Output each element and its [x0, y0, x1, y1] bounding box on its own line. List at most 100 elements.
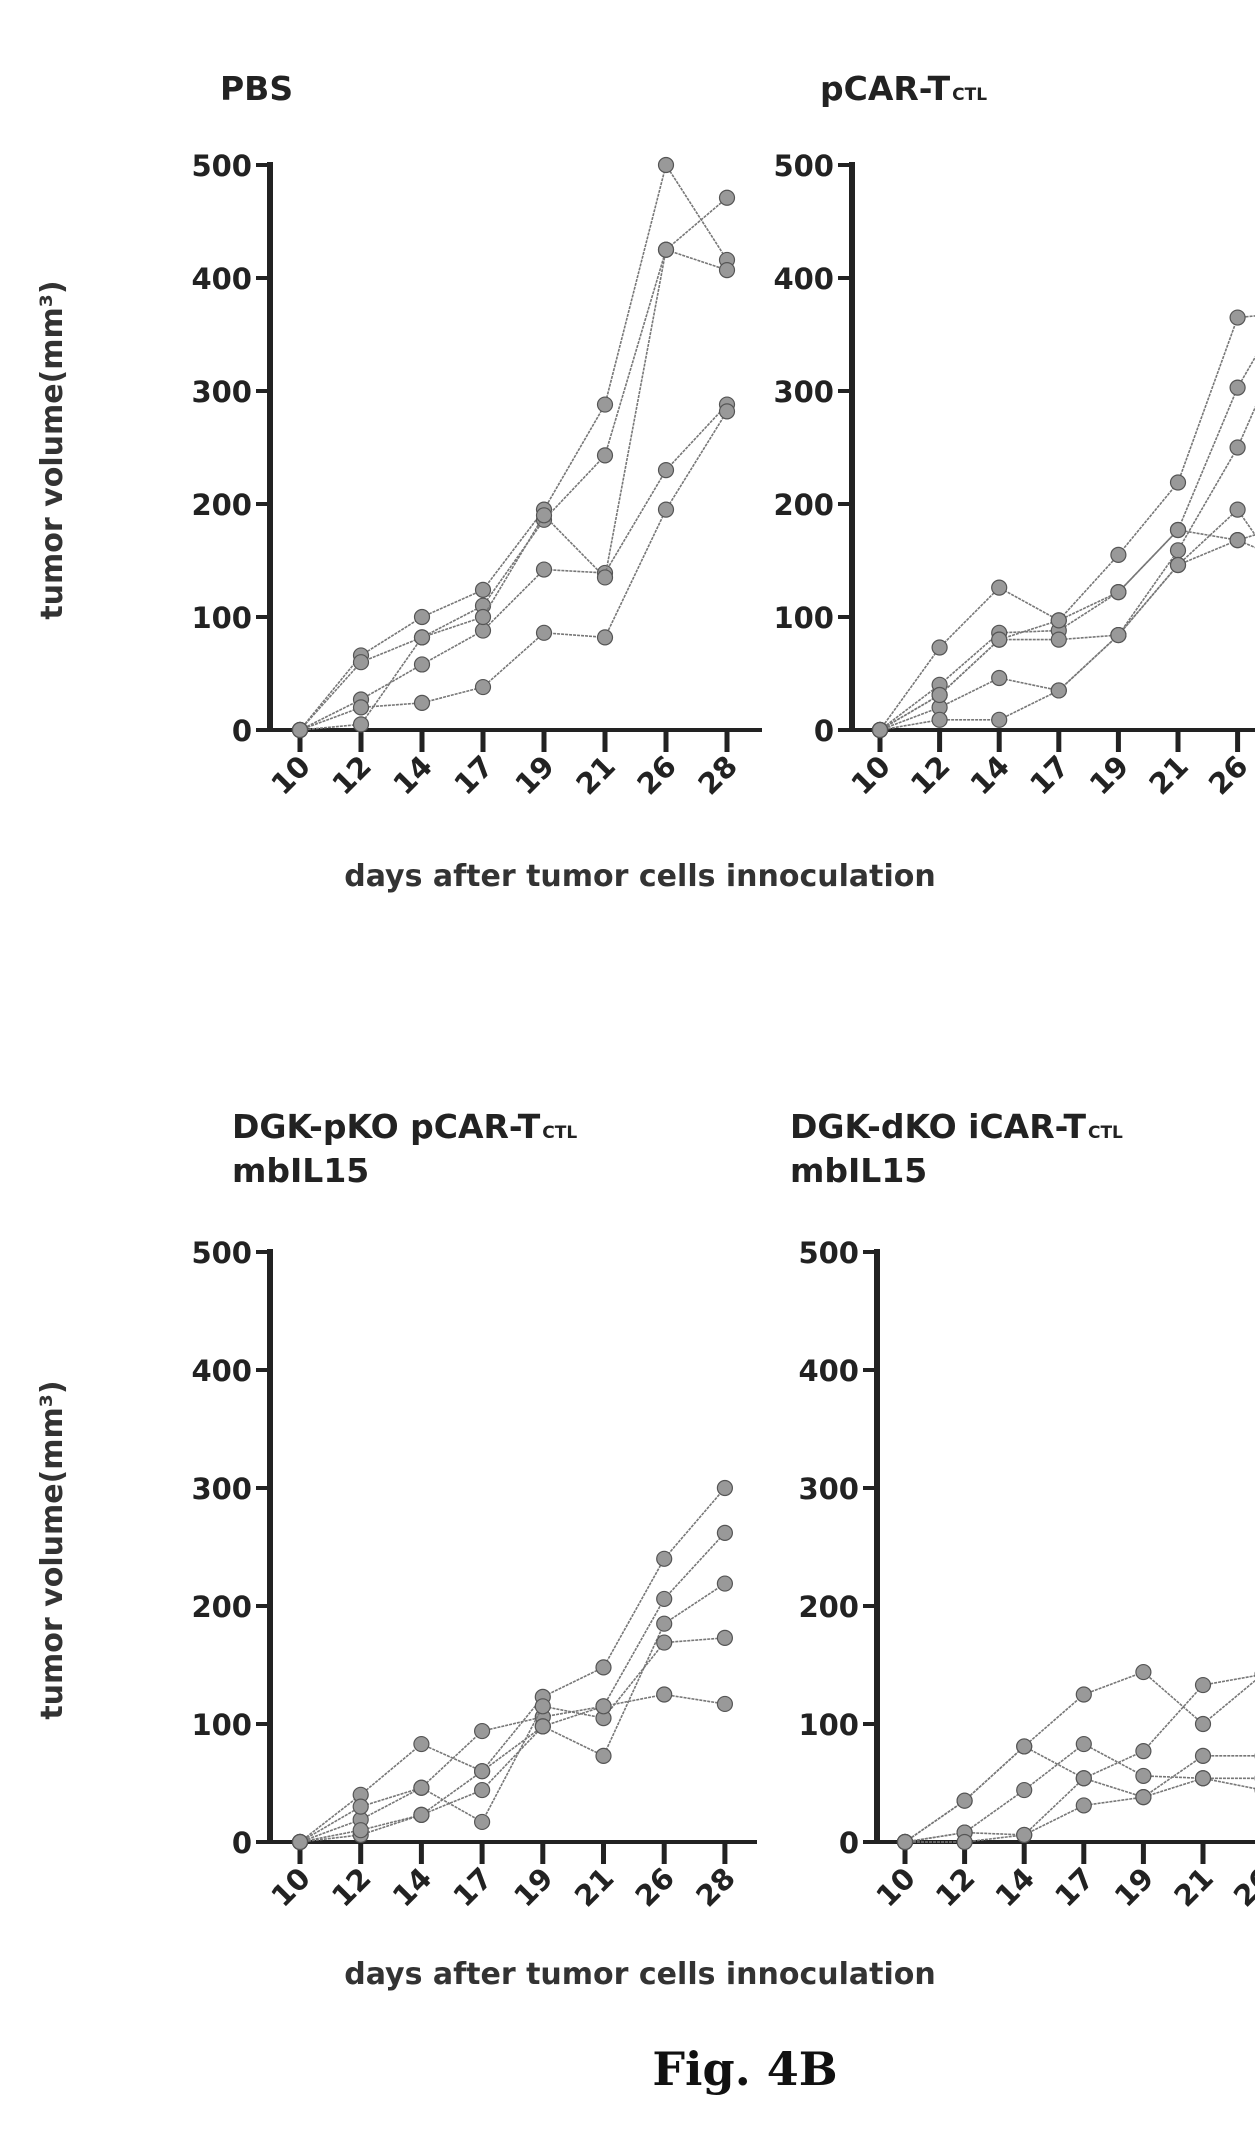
- chart-title-main: PBS: [220, 69, 293, 108]
- data-point: [474, 608, 492, 626]
- data-point: [474, 581, 492, 598]
- x-tick-label: 21: [569, 749, 622, 802]
- data-series: [871, 309, 1255, 739]
- data-point: [413, 1735, 430, 1753]
- data-series: [896, 1770, 1255, 1851]
- x-tick-label: 19: [1083, 749, 1136, 802]
- series-line: [879, 529, 1255, 731]
- y-tick-label: 200: [191, 488, 252, 522]
- y-tick-label: 300: [191, 1472, 252, 1506]
- data-point: [991, 669, 1008, 687]
- data-point: [1075, 1770, 1092, 1787]
- data-point: [535, 561, 553, 578]
- data-point: [931, 711, 948, 728]
- data-point: [991, 579, 1008, 596]
- data-point: [352, 1822, 369, 1839]
- data-point: [291, 721, 309, 739]
- data-point: [1135, 1663, 1152, 1681]
- data-point: [474, 1722, 491, 1740]
- chart-title-subscript: CTL: [542, 1123, 577, 1143]
- y-tick-label: 300: [798, 1472, 859, 1506]
- data-point: [656, 1590, 673, 1608]
- data-point: [1194, 1747, 1212, 1764]
- data-point: [596, 447, 614, 464]
- x-axis-label-top: days after tumor cells innoculation: [344, 859, 936, 894]
- data-point: [1050, 631, 1067, 648]
- data-point: [716, 1629, 734, 1646]
- chart-title-subscript: CTL: [1088, 1123, 1123, 1143]
- x-tick-label: 12: [325, 749, 378, 802]
- data-point: [1169, 556, 1187, 574]
- x-tick-label: 26: [1227, 1861, 1255, 1914]
- data-point: [413, 1806, 430, 1823]
- data-point: [1169, 474, 1187, 491]
- data-point: [1229, 532, 1246, 549]
- data-point: [596, 569, 614, 586]
- chart-title-line2: mbIL15: [232, 1151, 369, 1190]
- data-point: [596, 629, 614, 646]
- x-tick-label: 12: [929, 1861, 982, 1914]
- data-point: [474, 1813, 491, 1831]
- y-tick-label: 400: [798, 1354, 859, 1388]
- y-tick-label: 400: [191, 1354, 252, 1388]
- data-point: [931, 686, 948, 704]
- data-point: [352, 699, 370, 716]
- data-point: [1229, 379, 1246, 396]
- data-point: [1169, 521, 1187, 539]
- data-point: [991, 631, 1008, 648]
- x-tick-label: 17: [1023, 749, 1076, 802]
- chart-title-main: pCAR-T: [820, 69, 951, 108]
- chart-panel: PBS 0 100 200 300 400 500 10 12 14 17 19 21 26 28: [191, 69, 762, 801]
- data-series: [871, 355, 1255, 739]
- data-point: [1194, 1770, 1212, 1787]
- y-tick-label: 100: [191, 601, 252, 635]
- data-point: [1229, 309, 1246, 326]
- y-axis-label-bottom: tumor volume(mm³): [35, 1380, 70, 1719]
- chart-panel: DGK-pKO pCAR-T CTL mbIL15 0 100 200 300 400 500 1…: [191, 1107, 757, 1913]
- data-point: [656, 1686, 673, 1703]
- data-point: [1229, 501, 1246, 518]
- series-line: [299, 163, 728, 731]
- x-tick-label: 14: [964, 749, 1017, 802]
- data-point: [413, 1779, 430, 1796]
- x-tick-label: 14: [386, 749, 439, 802]
- series-line: [879, 405, 1255, 731]
- data-point: [413, 629, 431, 646]
- series-line: [879, 355, 1255, 731]
- y-tick-label: 0: [814, 714, 834, 748]
- series-line: [905, 1777, 1255, 1843]
- data-series: [291, 1686, 734, 1851]
- series-line: [904, 1743, 1255, 1843]
- x-tick-label: 14: [989, 1861, 1042, 1914]
- data-point: [1135, 1743, 1152, 1760]
- data-point: [657, 462, 675, 479]
- data-point: [1229, 439, 1246, 456]
- chart-title-line2: mbIL15: [790, 1151, 927, 1190]
- y-tick-label: 300: [191, 375, 252, 409]
- series-line: [299, 197, 728, 731]
- data-point: [1075, 1735, 1092, 1753]
- x-tick-label: 17: [1048, 1861, 1101, 1914]
- data-point: [1110, 546, 1127, 563]
- series-line: [904, 1674, 1255, 1843]
- x-tick-label: 10: [264, 1861, 317, 1914]
- x-tick-label: 28: [691, 749, 744, 802]
- data-point: [291, 1833, 309, 1851]
- data-point: [1016, 1826, 1033, 1844]
- chart-title-main: DGK-dKO iCAR-T: [790, 1107, 1086, 1146]
- y-tick-label: 400: [773, 262, 834, 296]
- y-tick-label: 400: [191, 262, 252, 296]
- data-point: [718, 261, 736, 279]
- chart-title-main: DGK-pKO pCAR-T: [232, 1107, 541, 1146]
- x-tick-label: 21: [568, 1861, 621, 1914]
- y-tick-label: 300: [773, 375, 834, 409]
- y-tick-label: 0: [232, 1826, 252, 1860]
- data-point: [716, 1695, 734, 1713]
- data-point: [595, 1747, 612, 1764]
- series-line: [299, 1487, 726, 1843]
- data-point: [413, 694, 431, 711]
- data-point: [1075, 1797, 1092, 1814]
- x-tick-label: 26: [1202, 749, 1255, 802]
- data-point: [871, 721, 889, 739]
- data-point: [1110, 626, 1127, 644]
